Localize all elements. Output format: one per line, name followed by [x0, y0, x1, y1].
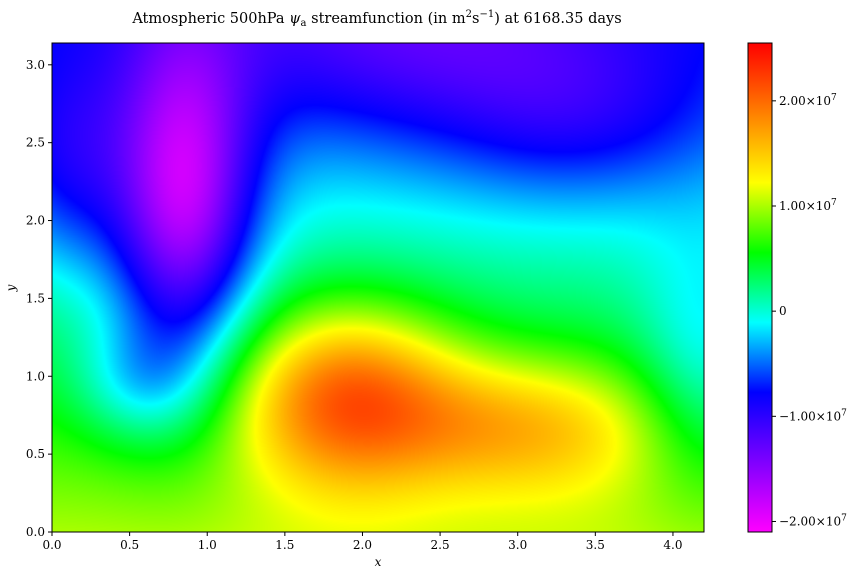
x-tick-label: 2.0 — [353, 538, 372, 552]
y-axis: 0.0 0.5 1.0 1.5 2.0 2.5 3.0 — [26, 58, 52, 539]
x-tick-label: 4.0 — [663, 538, 682, 552]
colorbar-tick-label: −2.00×107 — [779, 513, 847, 528]
colorbar: −2.00×107 −1.00×107 0 1.00×107 2.00×107 — [747, 42, 847, 533]
y-tick-label: 0.0 — [26, 525, 45, 539]
plot-frame — [51, 42, 705, 533]
x-tick-label: 1.0 — [198, 538, 217, 552]
colorbar-tick-label: 2.00×107 — [779, 93, 837, 108]
colorbar-tick-label: −1.00×107 — [779, 408, 847, 423]
plot-area — [51, 42, 705, 533]
y-tick-label: 2.0 — [26, 214, 45, 228]
y-tick-label: 2.5 — [26, 136, 45, 150]
heatmap-field — [52, 43, 704, 532]
colorbar-gradient — [747, 42, 773, 533]
x-axis: 0.0 0.5 1.0 1.5 2.0 2.5 3.0 3.5 4.0 — [42, 532, 682, 552]
y-tick-label: 0.5 — [26, 447, 45, 461]
y-tick-label: 1.5 — [26, 291, 45, 305]
colorbar-axis: −2.00×107 −1.00×107 0 1.00×107 2.00×107 — [772, 93, 847, 528]
chart-title: Atmospheric 500hPa ψa streamfunction (in… — [131, 9, 621, 29]
x-tick-label: 3.0 — [508, 538, 527, 552]
colorbar-tick-label: 1.00×107 — [779, 198, 837, 213]
x-tick-label: 3.5 — [586, 538, 605, 552]
x-tick-label: 0.0 — [42, 538, 61, 552]
y-axis-label: y — [4, 284, 18, 292]
y-tick-label: 1.0 — [26, 369, 45, 383]
x-tick-label: 1.5 — [275, 538, 294, 552]
x-tick-label: 2.5 — [431, 538, 450, 552]
x-tick-label: 0.5 — [120, 538, 139, 552]
x-axis-label: x — [375, 555, 382, 569]
y-tick-label: 3.0 — [26, 58, 45, 72]
colorbar-tick-label: 0 — [779, 304, 787, 318]
